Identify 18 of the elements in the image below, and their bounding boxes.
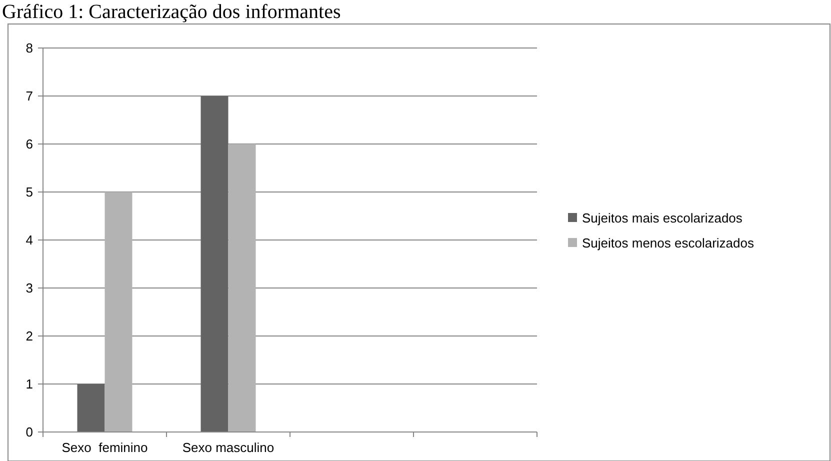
x-tick-label: Sexo feminino [62,440,148,455]
y-tick-label: 4 [26,232,33,248]
legend-label: Sujeitos menos escolarizados [582,236,754,251]
y-tick-label: 8 [26,40,33,56]
bar [104,192,132,432]
chart-title: Gráfico 1: Caracterização dos informantes [2,1,341,23]
y-tick-label: 0 [26,424,33,440]
bar [77,384,105,432]
bar [228,144,256,432]
y-tick-label: 6 [26,136,33,152]
y-tick-label: 7 [26,88,33,104]
y-tick-label: 1 [26,376,33,392]
bar [200,96,228,432]
y-tick-label: 3 [26,280,33,296]
y-tick-label: 2 [26,328,33,344]
x-tick-label: Sexo masculino [182,440,274,455]
legend-label: Sujeitos mais escolarizados [582,210,743,226]
y-tick-label: 5 [26,184,33,200]
